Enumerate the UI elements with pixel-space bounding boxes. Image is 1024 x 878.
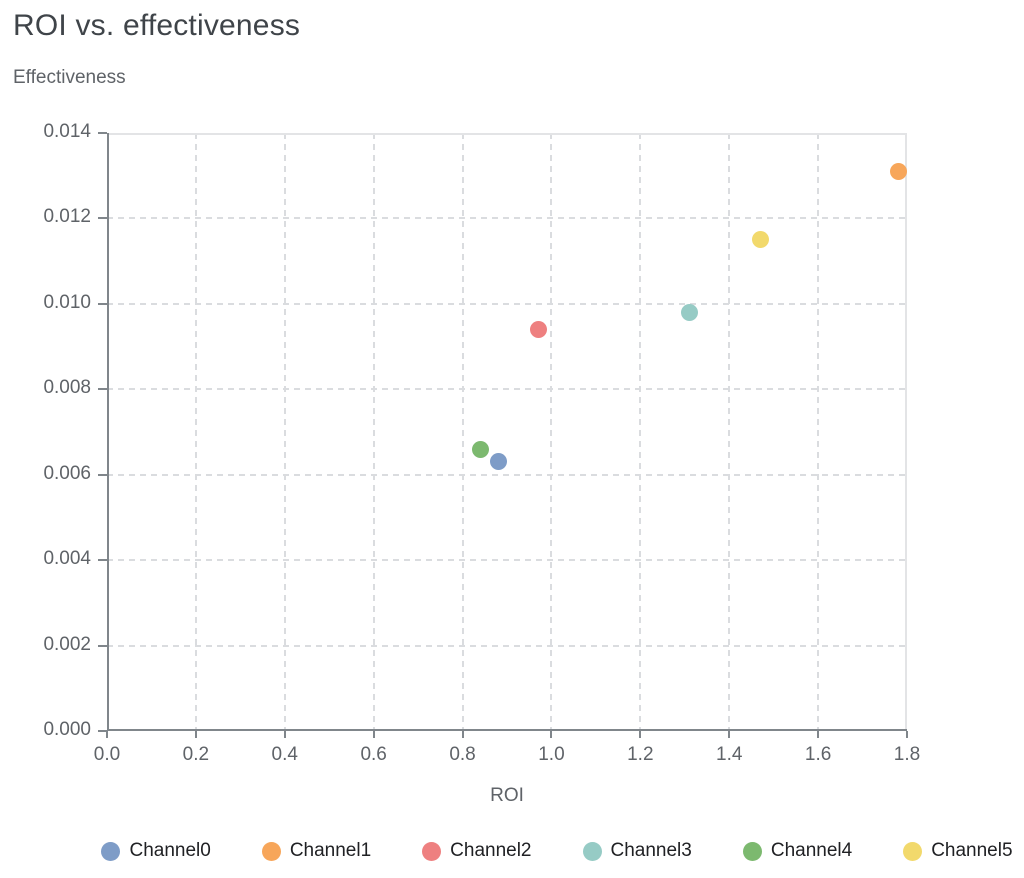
scatter-point-channel3 [680,303,698,321]
y-tick-label: 0.004 [43,548,91,570]
scatter-point-channel5 [751,231,769,249]
legend-marker-icon [422,841,442,861]
y-axis-title: Effectiveness [13,67,126,88]
x-tick-mark [106,731,108,738]
legend-label: Channel1 [289,840,372,861]
y-tick-mark [98,388,107,391]
scatter-point-channel2 [529,320,547,338]
x-tick-label: 0.6 [360,744,387,765]
y-tick-mark [98,644,107,647]
legend-marker-icon [903,841,923,861]
y-gridline [107,473,907,476]
x-tick-label: 0.8 [449,744,476,765]
x-tick-label: 1.4 [716,744,743,765]
plot-area: 0.0 0.2 0.4 0.6 0.8 1.0 1.2 1.4 1.6 1.8 0.000 0.002… [43,121,920,765]
legend-label: Channel4 [770,840,853,861]
y-tick-label: 0.010 [43,291,91,313]
y-tick-mark [98,302,107,305]
y-tick-mark [98,132,107,134]
legend-item-channel0: Channel0 [101,840,211,862]
legend-label: Channel5 [931,840,1013,861]
y-tick-label: 0.006 [43,462,91,484]
x-gridline [372,133,375,731]
x-tick-mark [550,731,553,738]
legend-item-channel5: Channel5 [903,840,1013,862]
x-tick-mark [283,731,286,738]
legend-label: Channel0 [129,840,211,861]
scatter-point-channel4 [471,440,489,458]
y-tick-mark [98,559,107,562]
y-tick-label: 0.008 [43,377,91,399]
chart-title: ROI vs. effectiveness [13,9,301,42]
x-tick-label: 1.8 [893,744,921,765]
x-gridline [817,133,820,731]
plot-top-border [107,133,907,135]
y-gridline [107,559,907,562]
x-tick-label: 0.4 [271,744,298,765]
legend-marker-icon [261,841,281,861]
scatter-point-channel1 [889,162,907,180]
x-tick-label: 1.0 [538,744,565,765]
x-gridline [461,133,464,731]
scatter-point-channel0 [489,453,507,471]
legend: Channel0 Channel1 Channel2 Channel3 Channel4… [90,840,1024,862]
y-gridline [107,388,907,391]
y-tick-mark [98,217,107,220]
x-tick-mark [728,731,731,738]
y-gridline [107,217,907,220]
x-tick-mark [194,731,197,738]
x-tick-mark [817,731,820,738]
plot-right-border [905,133,907,731]
x-tick-mark [461,731,464,738]
y-tick-mark [98,730,107,732]
y-tick-mark [98,473,107,476]
y-axis-line [107,133,109,731]
x-axis-title: ROI [490,785,524,806]
x-gridline [728,133,731,731]
x-gridline [194,133,197,731]
y-tick-label: 0.002 [43,633,91,655]
legend-label: Channel2 [450,840,532,861]
y-tick-label: 0.012 [43,206,91,228]
legend-marker-icon [101,841,121,861]
legend-item-channel3: Channel3 [582,840,692,862]
legend-marker-icon [582,841,602,861]
legend-item-channel1: Channel1 [261,840,372,862]
legend-marker-icon [742,841,762,861]
x-tick-label: 0.0 [93,744,121,765]
x-axis-line [107,729,907,731]
x-tick-label: 1.6 [804,744,832,765]
y-tick-label: 0.014 [43,121,91,142]
x-tick-mark [906,731,908,738]
x-tick-mark [639,731,642,738]
x-tick-label: 1.2 [627,744,654,765]
x-gridline [283,133,286,731]
x-tick-mark [372,731,375,738]
legend-item-channel4: Channel4 [742,840,853,862]
x-tick-label: 0.2 [182,744,210,765]
legend-item-channel2: Channel2 [422,840,532,862]
y-gridline [107,302,907,305]
x-gridline [639,133,642,731]
y-gridline [107,644,907,647]
legend-label: Channel3 [610,840,692,861]
x-gridline [550,133,553,731]
y-tick-label: 0.000 [43,719,91,740]
